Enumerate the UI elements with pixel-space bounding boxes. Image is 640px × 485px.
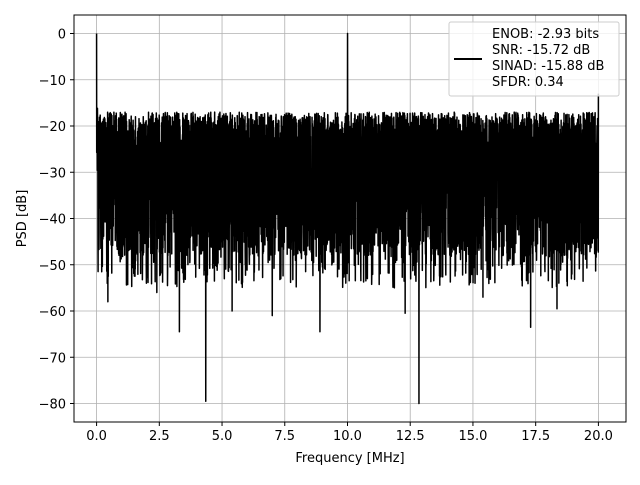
y-tick-label: −60 bbox=[39, 305, 66, 320]
x-axis-label: Frequency [MHz] bbox=[295, 451, 404, 466]
x-tick-label: 5.0 bbox=[212, 429, 233, 444]
x-tick-label: 2.5 bbox=[149, 429, 170, 444]
psd-series-line bbox=[95, 32, 600, 405]
legend-entry-enob: ENOB: -2.93 bits bbox=[492, 27, 599, 42]
series-layer bbox=[95, 32, 600, 405]
y-tick-label: −30 bbox=[39, 166, 66, 181]
x-tick-label: 12.5 bbox=[396, 429, 425, 444]
legend-box bbox=[448, 21, 620, 97]
x-tick-label: 7.5 bbox=[274, 429, 295, 444]
y-tick-label: −10 bbox=[39, 74, 66, 89]
legend: ENOB: -2.93 bits SNR: -15.72 dB SINAD: -… bbox=[448, 21, 620, 97]
x-tick-label: 0.0 bbox=[86, 429, 107, 444]
x-tick-label: 15.0 bbox=[458, 429, 487, 444]
legend-entry-sfdr: SFDR: 0.34 bbox=[492, 75, 564, 90]
y-tick-label: −40 bbox=[39, 213, 66, 228]
y-axis-label: PSD [dB] bbox=[15, 190, 30, 248]
y-tick-label: −70 bbox=[39, 351, 66, 366]
x-tick-label: 10.0 bbox=[333, 429, 362, 444]
x-tick-label: 17.5 bbox=[521, 429, 550, 444]
y-axis-ticks: 0 −10 −20 −30 −40 −50 −60 −70 −80 bbox=[39, 28, 74, 413]
y-tick-label: 0 bbox=[58, 28, 66, 43]
y-tick-label: −20 bbox=[39, 120, 66, 135]
legend-entry-snr: SNR: -15.72 dB bbox=[492, 43, 590, 58]
x-axis-ticks: 0.0 2.5 5.0 7.5 10.0 12.5 15.0 17.5 20.0 bbox=[86, 422, 613, 444]
y-tick-label: −50 bbox=[39, 259, 66, 274]
legend-entry-sinad: SINAD: -15.88 dB bbox=[492, 59, 604, 74]
x-tick-label: 20.0 bbox=[584, 429, 613, 444]
y-tick-label: −80 bbox=[39, 398, 66, 413]
